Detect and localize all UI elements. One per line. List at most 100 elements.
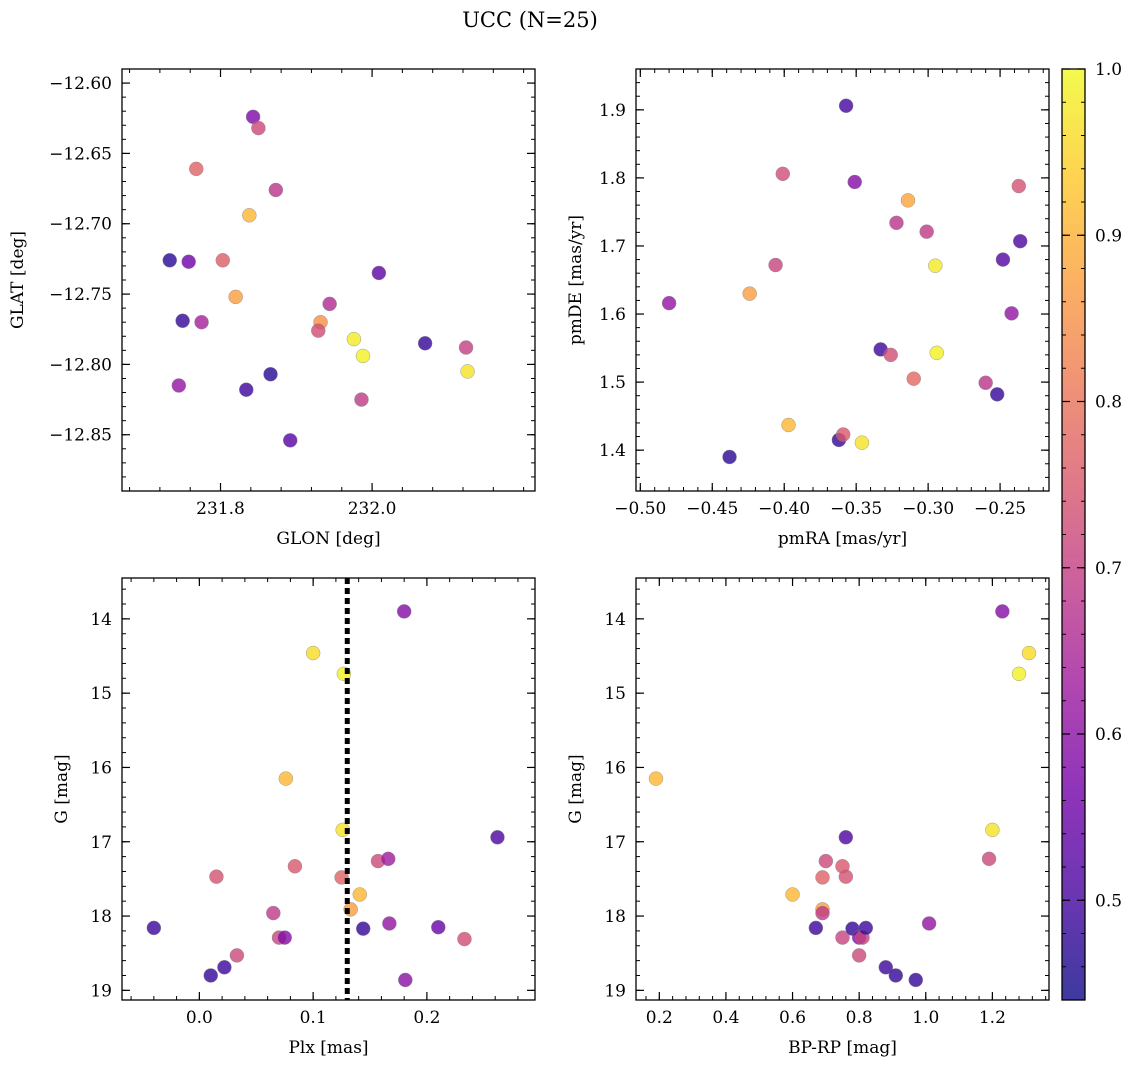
scatter-point (883, 347, 898, 363)
scatter-point (277, 930, 292, 945)
scatter-point (985, 822, 1000, 838)
axes-frame (635, 577, 1050, 1001)
y-tick-label: 17 (604, 833, 626, 853)
x-tick-label: −0.45 (686, 499, 738, 519)
scatter-point (815, 905, 830, 921)
colorbar-tick-label: 0.6 (1095, 725, 1122, 745)
x-tick-label: 0.6 (779, 1008, 806, 1028)
y-tick-label: 19 (604, 981, 626, 1001)
scatter-point (305, 645, 321, 661)
figure-title: UCC (N=25) (462, 8, 598, 32)
y-tick-label: 17 (90, 833, 112, 853)
scatter-point (838, 830, 854, 845)
scatter-point (815, 870, 830, 885)
y-axis-label: GLAT [deg] (8, 231, 28, 329)
scatter-point (460, 364, 475, 379)
scatter-point (217, 960, 232, 975)
scatter-point (888, 968, 903, 983)
y-tick-label: 18 (90, 907, 112, 927)
y-tick-label: 1.8 (599, 169, 626, 189)
x-axis-label: GLON [deg] (276, 529, 380, 549)
axes-frame (121, 68, 536, 492)
y-tick-label: 1.4 (599, 441, 626, 461)
scatter-point (431, 919, 446, 935)
x-tick-label: 1.0 (912, 1008, 939, 1028)
scatter-point (287, 859, 303, 874)
x-tick-label: −0.25 (974, 499, 1026, 519)
scatter-point (457, 931, 472, 947)
scatter-point (189, 161, 204, 177)
colorbar-tick-label: 0.9 (1095, 226, 1122, 246)
y-tick-label: −12.60 (49, 74, 112, 94)
scatter-point (775, 166, 790, 182)
y-tick-label: −12.70 (49, 215, 112, 235)
scatter-points (661, 98, 1028, 465)
y-tick-label: 19 (90, 981, 112, 1001)
scatter-point (398, 972, 413, 988)
scatter-point (311, 323, 326, 338)
y-tick-label: 1.6 (599, 305, 626, 325)
panels: 231.8 232.0 −12.85 −12.80 −12.75 −12.70 −12.65… (8, 68, 1050, 1058)
scatter-point (382, 916, 397, 931)
scatter-point (203, 968, 218, 983)
axes-frame (121, 577, 536, 1001)
scatter-points (162, 109, 475, 448)
scatter-point (352, 887, 367, 902)
colorbar-frame (1061, 68, 1086, 1001)
scatter-point (808, 920, 824, 936)
x-axis-label: Plx [mas] (288, 1038, 368, 1058)
scatter-point (722, 449, 737, 465)
scatter-point (1011, 666, 1027, 682)
y-tick-label: 1.7 (599, 237, 626, 257)
y-tick-label: −12.75 (49, 285, 112, 305)
scatter-point (906, 371, 921, 386)
x-tick-label: 0.1 (300, 1008, 327, 1028)
colorbar-tick-label: 1.0 (1095, 60, 1122, 80)
y-tick-label: −12.65 (49, 144, 112, 164)
scatter-point (854, 435, 870, 450)
scatter-point (209, 869, 224, 884)
scatter-point (908, 972, 923, 988)
x-tick-label: 0.8 (846, 1008, 873, 1028)
scatter-point (889, 215, 904, 231)
scatter-point (838, 98, 854, 113)
y-tick-label: 15 (90, 684, 112, 704)
scatter-point (818, 853, 834, 869)
x-tick-label: 1.2 (979, 1008, 1006, 1028)
scatter-point (181, 254, 196, 269)
scatter-point (858, 920, 874, 936)
scatter-point (851, 948, 867, 963)
y-axis-label: pmDE [mas/yr] (566, 215, 586, 345)
scatter-point (215, 253, 230, 268)
x-tick-label: −0.35 (830, 499, 882, 519)
x-tick-label: 232.0 (348, 499, 397, 519)
scatter-point (981, 851, 997, 867)
scatter-point (251, 120, 266, 136)
scatter-point (162, 253, 177, 268)
x-tick-label: 0.2 (413, 1008, 440, 1028)
scatter-point (194, 315, 209, 330)
x-tick-label: 231.8 (196, 499, 245, 519)
scatter-point (989, 387, 1005, 402)
y-axis-label: G [mag] (566, 754, 586, 823)
colorbar-tick-label: 0.8 (1095, 393, 1122, 413)
panel-bprp-g: 0.2 0.4 0.6 0.8 1.0 1.2 14 15 16 17 18 19 BP-RP [mag… (566, 577, 1050, 1058)
scatter-point (900, 193, 916, 208)
scatter-points (146, 604, 505, 988)
y-tick-label: −12.85 (49, 426, 112, 446)
y-tick-label: −12.80 (49, 355, 112, 375)
x-axis-label: BP-RP [mag] (788, 1038, 897, 1058)
y-tick-label: 15 (604, 684, 626, 704)
x-tick-label: −0.50 (614, 499, 666, 519)
scatter-point (268, 182, 284, 198)
scatter-point (490, 830, 505, 845)
scatter-point (785, 887, 800, 902)
x-axis-label: pmRA [mas/yr] (778, 529, 907, 549)
scatter-point (928, 258, 943, 273)
y-tick-label: 1.5 (599, 373, 626, 393)
scatter-point (263, 367, 278, 382)
scatter-point (396, 604, 412, 619)
scatter-point (921, 916, 937, 931)
panel-glon-glat: 231.8 232.0 −12.85 −12.80 −12.75 −12.70 −12.65… (8, 68, 536, 549)
